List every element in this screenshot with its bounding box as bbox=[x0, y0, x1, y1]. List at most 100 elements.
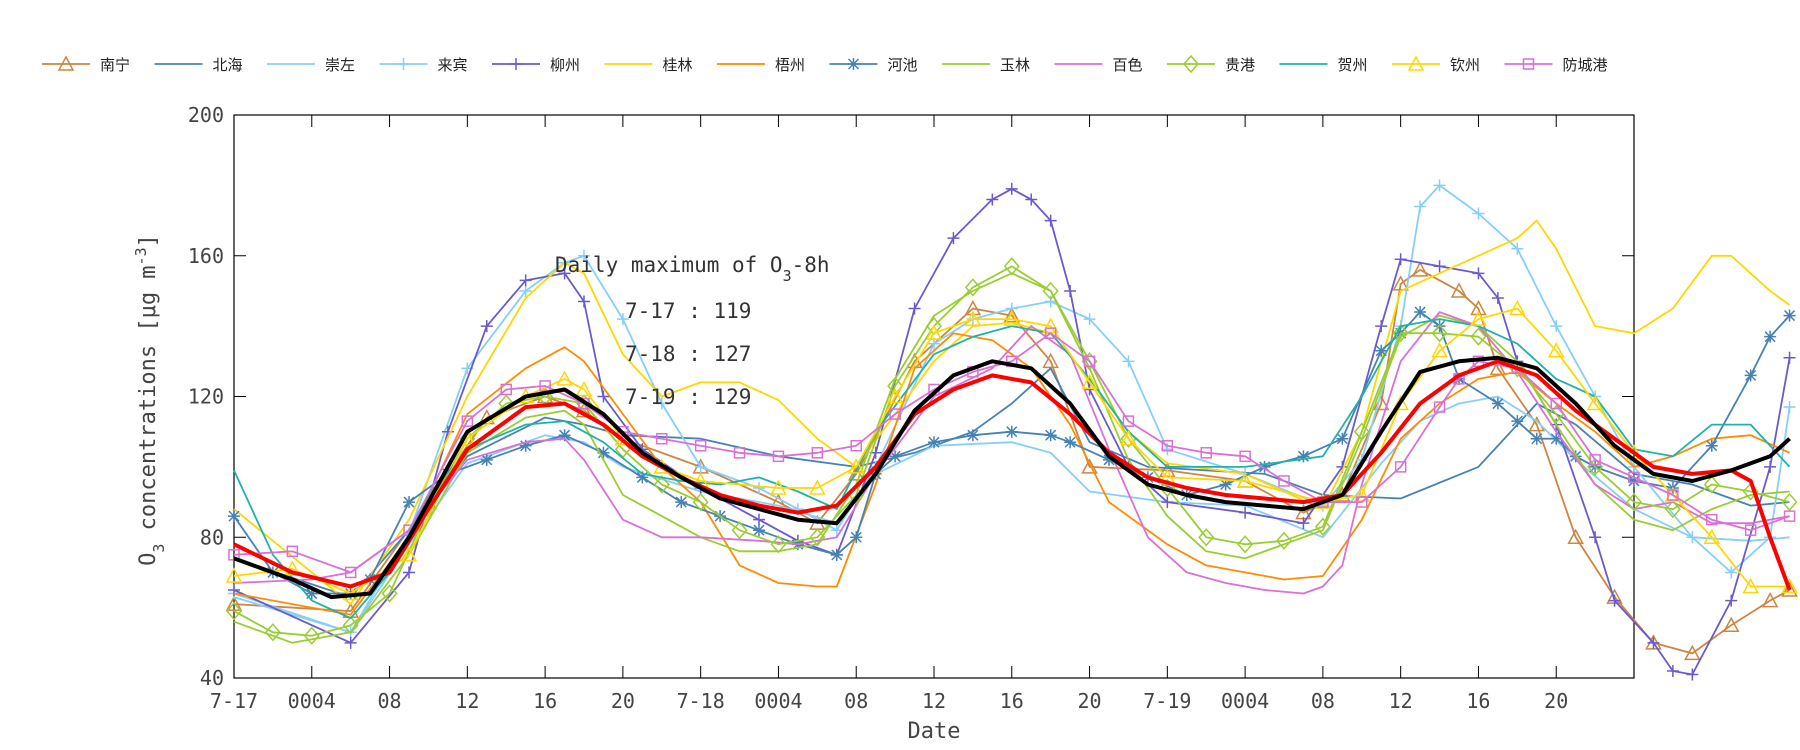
data-point bbox=[284, 560, 301, 576]
data-point bbox=[461, 415, 474, 427]
data-point bbox=[964, 278, 981, 297]
data-point bbox=[1042, 317, 1059, 333]
data-point bbox=[1470, 327, 1487, 346]
legend-label: 南宁 bbox=[100, 56, 130, 74]
data-point bbox=[400, 546, 418, 562]
data-point bbox=[1239, 506, 1252, 519]
data-point bbox=[675, 496, 688, 509]
data-point bbox=[1647, 636, 1660, 649]
data-point bbox=[1083, 355, 1096, 368]
data-point bbox=[617, 425, 629, 438]
data-point bbox=[225, 595, 243, 611]
data-point bbox=[1394, 461, 1407, 473]
data-point bbox=[1237, 535, 1254, 554]
data-point bbox=[1431, 324, 1448, 343]
data-point bbox=[1122, 415, 1135, 427]
data-point bbox=[480, 453, 493, 466]
data-point bbox=[809, 528, 826, 547]
series-line bbox=[233, 307, 1790, 595]
data-point bbox=[1375, 344, 1388, 357]
data-point bbox=[1783, 351, 1796, 364]
data-point bbox=[1783, 510, 1796, 522]
data-point bbox=[558, 267, 571, 280]
data-point bbox=[1042, 352, 1059, 369]
data-point bbox=[753, 524, 765, 537]
data-point bbox=[1666, 664, 1679, 677]
data-point bbox=[1120, 430, 1137, 446]
data-point bbox=[1297, 450, 1310, 463]
legend-item: 桂林 bbox=[604, 56, 693, 74]
y-axis: 40 80 120 160 200 bbox=[188, 103, 1634, 690]
legend-label: 贺州 bbox=[1338, 56, 1368, 74]
data-point bbox=[1722, 616, 1740, 632]
x-tick-label: 00 bbox=[754, 689, 778, 713]
x-tick-label: 08 bbox=[378, 689, 402, 713]
data-point bbox=[1470, 310, 1487, 326]
data-point bbox=[770, 535, 787, 554]
data-point bbox=[1411, 261, 1429, 277]
data-point bbox=[1667, 489, 1679, 501]
x-tick-label: 00 bbox=[288, 689, 312, 713]
data-point bbox=[403, 496, 415, 509]
data-point bbox=[1003, 306, 1021, 323]
data-point bbox=[556, 370, 573, 386]
data-point bbox=[809, 479, 826, 495]
data-point bbox=[1336, 432, 1349, 445]
data-point bbox=[344, 566, 357, 579]
legend-item: 崇左 bbox=[267, 56, 355, 74]
data-point bbox=[397, 58, 410, 70]
data-point bbox=[597, 446, 610, 459]
series bbox=[233, 355, 1791, 600]
data-point bbox=[1236, 472, 1254, 488]
data-point bbox=[1706, 513, 1718, 526]
series-line bbox=[233, 332, 1790, 574]
legend: 南宁 北海 崇左 来宾 柳州 桂林 梧州 河池 玉林 百色 贵港 贺州 钦州 防城港 bbox=[42, 54, 1608, 74]
legend-item: 贺州 bbox=[1279, 56, 1368, 74]
data-point bbox=[1122, 355, 1135, 368]
data-point bbox=[403, 566, 415, 579]
legend-item: 贵港 bbox=[1167, 54, 1255, 74]
data-point bbox=[1005, 182, 1018, 195]
data-point bbox=[1414, 306, 1427, 319]
data-point bbox=[578, 249, 590, 262]
series bbox=[228, 182, 1796, 681]
data-point bbox=[753, 481, 765, 494]
data-point bbox=[653, 475, 670, 494]
legend-item: 来宾 bbox=[379, 56, 468, 74]
data-point bbox=[1433, 401, 1446, 413]
data-point bbox=[303, 626, 320, 645]
data-point bbox=[694, 460, 707, 473]
data-point bbox=[889, 450, 902, 463]
data-point bbox=[264, 623, 281, 642]
data-point bbox=[966, 429, 979, 442]
data-point bbox=[1608, 594, 1621, 607]
data-point bbox=[1083, 313, 1096, 326]
data-point bbox=[1764, 460, 1777, 473]
data-point bbox=[1431, 342, 1448, 358]
data-point bbox=[1725, 594, 1738, 607]
data-point bbox=[850, 440, 862, 452]
data-point bbox=[1314, 517, 1331, 536]
legend-label: 柳州 bbox=[550, 56, 580, 74]
data-point bbox=[1433, 179, 1446, 192]
series bbox=[228, 327, 1796, 579]
data-point bbox=[575, 380, 593, 397]
legend-label: 玉林 bbox=[1000, 56, 1030, 74]
data-point bbox=[772, 450, 785, 463]
data-point bbox=[1686, 668, 1699, 681]
data-point bbox=[1407, 55, 1425, 71]
x-tick-label: 04 bbox=[1245, 689, 1269, 713]
legend-label: 来宾 bbox=[438, 56, 468, 74]
x-axis: 7-17 00 04 08 12 16 20 7-18 00 04 08 12 16 20 7-19 00 04… bbox=[210, 115, 1568, 713]
data-point bbox=[1489, 359, 1507, 376]
data-point bbox=[1392, 275, 1409, 291]
data-point bbox=[1044, 295, 1057, 308]
x-tick-label: 00 bbox=[1221, 689, 1245, 713]
data-point bbox=[1450, 282, 1468, 298]
x-tick-label: 16 bbox=[1466, 689, 1490, 713]
data-point bbox=[1684, 644, 1701, 661]
x-tick-label: 7-17 bbox=[210, 689, 258, 713]
data-point bbox=[1522, 58, 1535, 70]
x-tick-label: 08 bbox=[844, 689, 868, 713]
legend-item: 梧州 bbox=[717, 56, 805, 74]
